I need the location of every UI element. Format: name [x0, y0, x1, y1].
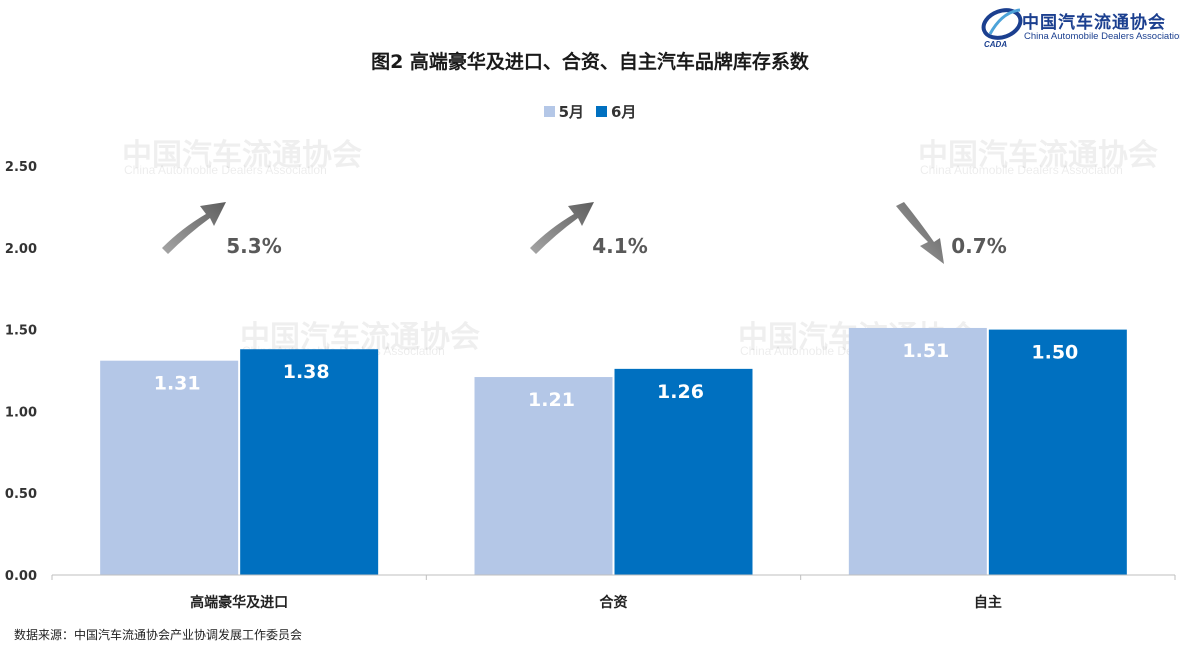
bar-june: [988, 329, 1127, 575]
arrow-down-icon: [896, 202, 944, 264]
y-tick-label: 0.00: [5, 569, 37, 584]
legend-label-june: 6月: [611, 103, 637, 121]
bars: 1.31 1.38 1.21 1.26 1.51 1.50: [100, 327, 1127, 575]
cada-logo-icon: CADA: [981, 8, 1023, 49]
logo-name-cn: 中国汽车流通协会: [1022, 13, 1166, 33]
bar-value-label: 1.51: [902, 340, 949, 362]
legend-item-may: 5月: [543, 101, 584, 122]
x-category-label: 合资: [600, 594, 628, 611]
watermark-text: 中国汽车流通协会: [918, 138, 1158, 173]
legend-swatch-may: [543, 106, 555, 117]
watermark-subtext: China Automobile Dealers Association: [124, 163, 327, 177]
chart-title: 图2 高端豪华及进口、合资、自主汽车品牌库存系数: [371, 51, 809, 73]
legend-item-june: 6月: [596, 101, 636, 122]
arrow-up-icon: [162, 202, 226, 254]
y-tick-label: 1.50: [5, 324, 37, 339]
bar-value-label: 1.26: [657, 381, 704, 403]
watermark-subtext: China Automobile Dealers Association: [920, 163, 1123, 177]
bar-june: [614, 368, 753, 575]
y-tick-label: 0.50: [5, 487, 37, 502]
bar-june: [240, 349, 379, 575]
legend-label-may: 5月: [558, 103, 584, 121]
change-label: 5.3%: [226, 234, 281, 258]
bar-may: [474, 377, 613, 575]
bar-value-label: 1.21: [528, 389, 575, 411]
x-category-label: 高端豪华及进口: [190, 594, 288, 611]
logo-mark: CADA: [984, 40, 1007, 49]
watermark-text: 中国汽车流通协会: [240, 320, 480, 355]
bar-may: [100, 360, 239, 575]
bar-may: [848, 327, 987, 575]
data-source: 数据来源：中国汽车流通协会产业协调发展工作委员会: [14, 628, 303, 642]
change-arrows: 5.3% 4.1% 0.7%: [162, 202, 1007, 264]
x-axis: 高端豪华及进口 合资 自主: [51, 574, 1176, 611]
bar-value-label: 1.38: [283, 361, 330, 383]
y-axis: 0.00 0.50 1.00 1.50 2.00 2.50: [5, 160, 37, 584]
legend: 5月 6月: [0, 101, 1180, 122]
change-label: 4.1%: [592, 234, 647, 258]
bar-value-label: 1.31: [154, 373, 201, 395]
legend-swatch-june: [596, 106, 607, 117]
watermark-text: 中国汽车流通协会: [122, 138, 362, 173]
y-tick-label: 1.00: [5, 405, 37, 420]
logo-name-en: China Automobile Dealers Association: [1024, 31, 1180, 42]
arrow-up-icon: [530, 202, 594, 254]
change-label: 0.7%: [951, 234, 1006, 258]
y-tick-label: 2.50: [5, 160, 37, 175]
x-category-label: 自主: [974, 594, 1002, 611]
y-tick-label: 2.00: [5, 242, 37, 257]
bar-value-label: 1.50: [1031, 342, 1078, 364]
